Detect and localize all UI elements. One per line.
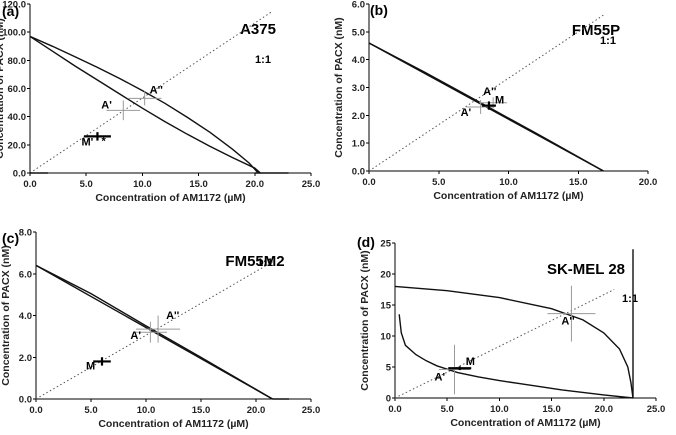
- point-label: A'': [166, 310, 180, 322]
- x-tick-label: 0.0: [23, 179, 36, 190]
- y-tick-label: 2.0: [19, 353, 32, 364]
- y-tick-label: 0.0: [19, 395, 32, 406]
- y-tick-label: 5.0: [352, 27, 365, 38]
- chart-panel-2: 0.0 5.0 10.0 15.0 20.0 0.0 1.0 2.0 3.0 4.0 5.0 6.0 C…: [333, 0, 657, 202]
- y-tick-label: 100.0: [2, 28, 26, 39]
- x-axis-label: Concentration of AM1172 (µM): [450, 417, 600, 429]
- chart-title: FM55P: [572, 22, 620, 39]
- diagonal-line: [368, 14, 604, 172]
- point-label: A'': [483, 86, 497, 98]
- x-tick-label: 15.0: [189, 179, 208, 190]
- chart-panel-3: 0.0 5.0 10.0 15.0 20.0 25.0 0.0 2.0 4.0 6.0 8.0 Con…: [0, 228, 320, 431]
- diagonal-line: [394, 289, 615, 399]
- x-tick-label: 15.0: [542, 404, 561, 415]
- series-line-1: [29, 35, 261, 174]
- point-label: A': [101, 99, 112, 111]
- x-tick-label: 5.0: [441, 404, 454, 415]
- x-axis-label: Concentration of AM1172 (µM): [98, 418, 248, 430]
- x-axis-label: Concentration of AM1172 (µM): [433, 190, 583, 202]
- y-tick-label: 0.0: [13, 169, 26, 180]
- x-tick-label: 25.0: [302, 179, 321, 190]
- y-tick-label: 0: [386, 394, 391, 405]
- series-line-1: [394, 285, 634, 399]
- y-tick-label: 4.0: [352, 55, 365, 66]
- x-tick-label: 0.0: [362, 177, 375, 188]
- point-label: A': [461, 107, 472, 119]
- y-tick-label: 15: [380, 301, 391, 312]
- y-tick-label: 40.0: [8, 112, 27, 123]
- y-tick-label: 5: [386, 363, 392, 374]
- x-tick-label: 20.0: [246, 179, 265, 190]
- y-tick-label: 6.0: [352, 0, 365, 11]
- y-tick-label: 8.0: [19, 228, 32, 239]
- x-tick-label: 20.0: [247, 405, 266, 416]
- diagonal-line: [29, 10, 274, 174]
- y-axis-label: Concentration of PACX (nM): [359, 250, 371, 390]
- x-tick-label: 5.0: [432, 177, 445, 188]
- y-tick-label: 6.0: [19, 269, 32, 280]
- y-tick-label: 20: [380, 270, 391, 281]
- x-tick-label: 10.0: [490, 404, 509, 415]
- panel-label: (a): [2, 3, 19, 19]
- series-line-2: [35, 264, 273, 400]
- diagonal-line: [35, 260, 274, 400]
- y-axis-label: Concentration of PACX (nM): [333, 17, 345, 157]
- series-line-2: [29, 35, 259, 174]
- y-tick-label: 1.0: [352, 139, 365, 150]
- x-tick-label: 15.0: [192, 405, 211, 416]
- y-tick-label: 4.0: [19, 311, 32, 322]
- point-label: A'': [561, 316, 575, 328]
- x-tick-label: 20.0: [639, 177, 658, 188]
- chart-title: SK-MEL 28: [547, 261, 625, 278]
- chart-title: A375: [240, 21, 276, 38]
- y-axis-label: Concentration of PACX (nM): [0, 18, 6, 158]
- x-tick-label: 0.0: [388, 404, 401, 415]
- diagonal-label: 1:1: [255, 54, 271, 66]
- point-label: M: [495, 95, 504, 107]
- diagonal-label: 1:1: [600, 35, 616, 47]
- y-tick-label: 60.0: [8, 84, 27, 95]
- y-tick-label: 120.0: [2, 0, 26, 11]
- point-label: M': [81, 136, 93, 148]
- point-label: A'': [150, 84, 164, 96]
- point-label: M: [86, 360, 95, 372]
- x-axis-label: Concentration of AM1172 (µM): [95, 192, 245, 204]
- point-label: A': [130, 330, 141, 342]
- diagonal-label: 1:1: [622, 293, 638, 305]
- x-tick-label: 20.0: [595, 404, 614, 415]
- y-tick-label: 80.0: [8, 56, 27, 67]
- chart-title: FM55M2: [225, 253, 284, 270]
- panel-label: (b): [370, 2, 388, 18]
- y-tick-label: 25: [380, 239, 391, 250]
- x-tick-label: 25.0: [647, 404, 666, 415]
- y-axis-label: Concentration of PACX (nM): [0, 245, 12, 385]
- y-tick-label: 20.0: [8, 140, 27, 151]
- panel-label: (d): [357, 234, 375, 250]
- series-line-3: [398, 314, 634, 399]
- x-tick-label: 5.0: [80, 179, 93, 190]
- point-label: A': [435, 371, 446, 383]
- point-label: M: [466, 356, 475, 368]
- x-tick-label: 15.0: [569, 177, 588, 188]
- x-tick-label: 25.0: [302, 405, 321, 416]
- y-tick-label: 0.0: [352, 167, 365, 178]
- y-tick-label: 2.0: [352, 111, 365, 122]
- diagonal-label: 1:1: [257, 257, 273, 269]
- chart-panel-1: 0.0 5.0 10.0 15.0 20.0 25.0 0.0 20.0 40.0 60.0 80.…: [0, 0, 320, 204]
- x-tick-label: 10.0: [133, 179, 152, 190]
- y-tick-label: 3.0: [352, 83, 365, 94]
- x-tick-label: 10.0: [137, 405, 156, 416]
- x-tick-label: 0.0: [29, 405, 42, 416]
- chart-panel-4: 0.0 5.0 10.0 15.0 20.0 25.0 0 5 10 15 20 25 Concentr…: [357, 234, 665, 429]
- significance-asterisk: *: [101, 135, 106, 147]
- x-tick-label: 5.0: [84, 405, 97, 416]
- y-tick-label: 10: [380, 332, 391, 343]
- panel-label: (c): [2, 230, 19, 246]
- x-tick-label: 10.0: [499, 177, 518, 188]
